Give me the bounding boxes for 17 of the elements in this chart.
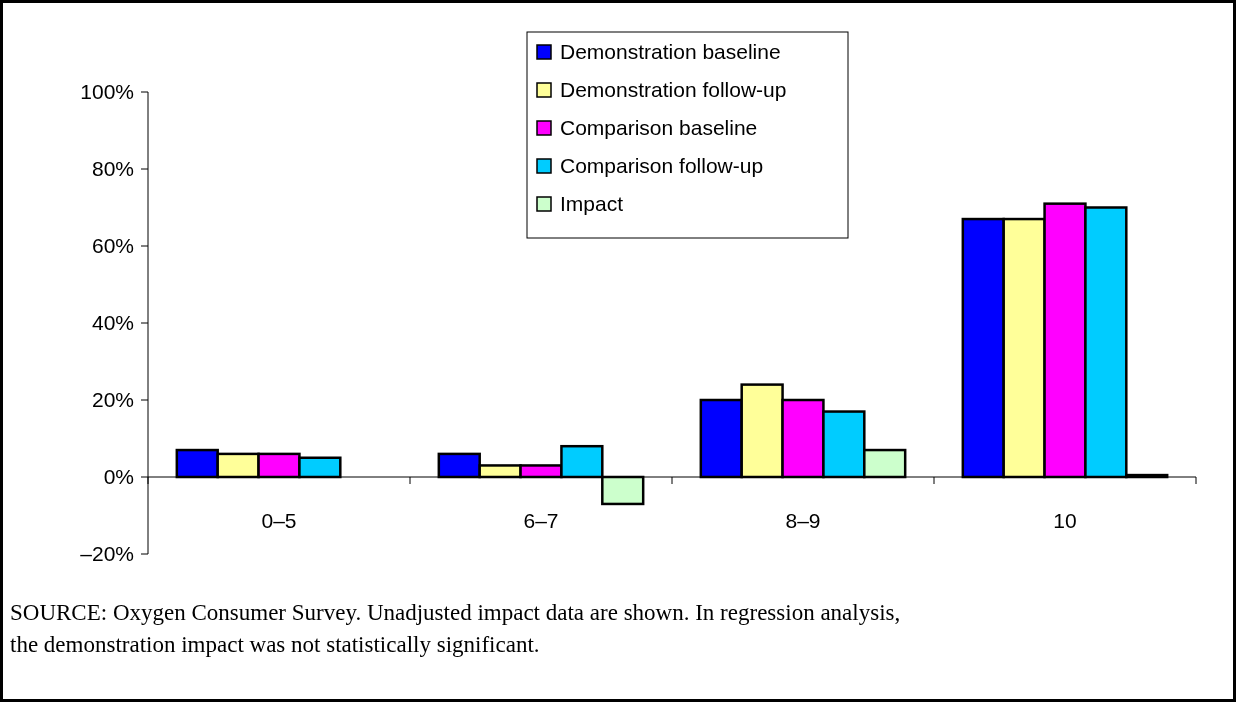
- y-tick-label: 40%: [91, 311, 134, 335]
- legend-label: Comparison follow-up: [560, 154, 764, 178]
- legend-label: Impact: [560, 192, 624, 216]
- y-tick-label: 20%: [91, 388, 134, 412]
- source-note: SOURCE: Oxygen Consumer Survey. Unadjusted impact data are shown. In regression analysis, the demonstration impact was not statistically significant.: [10, 600, 901, 657]
- y-tick-label: 100%: [80, 80, 134, 104]
- legend-label: Demonstration follow-up: [560, 78, 787, 102]
- y-tick-label: 80%: [91, 157, 134, 181]
- y-tick-label: 0%: [103, 465, 134, 489]
- x-tick-label: 8–9: [785, 509, 821, 532]
- x-tick-label: 6–7: [523, 509, 559, 532]
- legend-label: Demonstration baseline: [560, 40, 781, 64]
- legend-label: Comparison baseline: [560, 116, 758, 140]
- x-tick-label: 0–5: [261, 509, 297, 532]
- x-tick-label: 10: [1053, 509, 1077, 532]
- y-tick-label: 60%: [91, 234, 134, 258]
- y-tick-label: –20%: [80, 542, 134, 566]
